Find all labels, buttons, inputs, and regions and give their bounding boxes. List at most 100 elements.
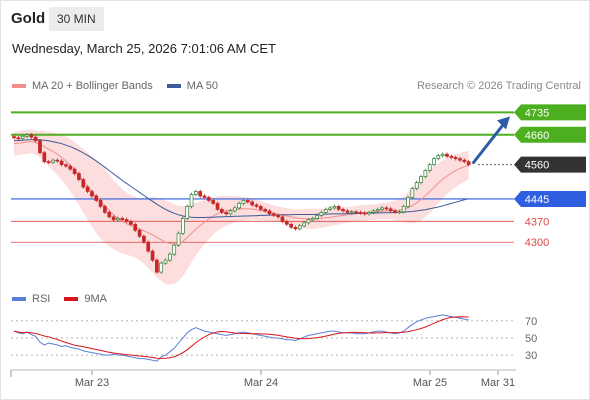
candle-body — [297, 225, 302, 230]
candle-body — [120, 217, 125, 220]
level-tag-4560 — [514, 156, 586, 173]
timestamp: Wednesday, March 25, 2026 7:01:06 AM CET — [12, 41, 276, 56]
instrument-title: Gold — [11, 10, 46, 27]
level-label-4445: 4445 — [525, 194, 549, 206]
candle-body — [462, 159, 467, 163]
candle-body — [406, 197, 410, 207]
level-label-4370: 4370 — [525, 216, 549, 228]
rsi-line — [13, 314, 469, 362]
ma50-line — [13, 139, 469, 218]
candle-body — [163, 259, 168, 264]
candle-body — [20, 135, 25, 139]
candle-body — [194, 191, 198, 195]
candle-body — [29, 134, 34, 138]
candle-body — [16, 137, 21, 140]
candle-body — [432, 158, 436, 165]
candle-body — [380, 207, 384, 210]
x-tick-label-mar-23: Mar 23 — [75, 377, 109, 389]
candle-body — [302, 222, 306, 227]
candle-body — [427, 164, 432, 171]
candle-body — [124, 219, 129, 222]
candle-body — [453, 157, 458, 160]
candle-body — [423, 170, 428, 177]
main-legend: MA 20 + Bollinger Bands MA 50 — [12, 80, 232, 92]
candle-body — [354, 211, 358, 214]
candle-body — [306, 219, 311, 224]
candle-body — [176, 232, 181, 246]
candle-body — [232, 207, 237, 212]
candle-body — [245, 200, 250, 203]
candle-body — [401, 206, 406, 213]
candle-body — [150, 250, 155, 261]
candle-body — [310, 217, 315, 221]
candle-body — [276, 215, 280, 218]
forecast-arrow-head — [497, 116, 510, 130]
candle-body — [133, 223, 138, 231]
timeframe-button[interactable]: 30 MIN — [49, 7, 104, 31]
candle-body — [414, 182, 419, 189]
candle-body — [466, 161, 471, 165]
candle-body — [367, 212, 371, 215]
candle-body — [237, 203, 242, 209]
candle-body — [168, 253, 172, 261]
candle-body — [85, 186, 90, 192]
candle-body — [51, 159, 55, 163]
candle-body — [254, 204, 259, 207]
candle-body — [323, 209, 328, 213]
candle-body — [388, 208, 393, 212]
candle-body — [103, 206, 107, 213]
candle-body — [111, 216, 116, 221]
candle-body — [284, 220, 289, 225]
candle-body — [189, 194, 194, 207]
candle-body — [198, 191, 203, 197]
rsi-tick-label-70: 70 — [525, 316, 537, 328]
rsi-legend: RSI 9MA — [12, 293, 121, 305]
candle-body — [341, 209, 345, 212]
candle-body — [107, 212, 112, 218]
candle-body — [267, 210, 272, 215]
rsi-legend-swatch — [12, 297, 26, 301]
candle-body — [98, 200, 103, 207]
candle-body — [362, 212, 367, 215]
level-tag-4660 — [514, 126, 586, 143]
ma20-line — [13, 140, 469, 245]
candle-body — [33, 136, 38, 142]
level-tag-4735 — [514, 104, 586, 121]
candle-body — [68, 165, 73, 170]
candle-body — [116, 217, 120, 221]
candle-body — [81, 179, 86, 188]
candle-body — [46, 161, 51, 164]
candle-body — [142, 235, 146, 243]
level-label-4735: 4735 — [525, 107, 549, 119]
rsi-tick-label-30: 30 — [525, 350, 537, 362]
x-tick-label-mar-31: Mar 31 — [481, 377, 515, 389]
candle-body — [55, 159, 60, 162]
candle-body — [129, 220, 133, 225]
candle-body — [280, 216, 285, 222]
research-credit: Research © 2026 Trading Central — [416, 80, 581, 92]
forecast-arrow-shaft — [471, 121, 507, 165]
candle-body — [224, 212, 229, 215]
candle-body — [137, 229, 142, 237]
candle-body — [458, 158, 462, 161]
candle-body — [263, 209, 267, 212]
candle-body — [449, 155, 454, 158]
candle-body — [436, 155, 441, 160]
candle-body — [289, 223, 293, 228]
candle-body — [393, 210, 397, 213]
candle-body — [315, 215, 319, 219]
candle-body — [349, 211, 354, 214]
candle-body — [328, 207, 332, 210]
candle-body — [250, 201, 254, 206]
rsi-legend-label: RSI — [32, 293, 51, 305]
candle-body — [146, 241, 151, 252]
candle-body — [211, 200, 216, 204]
candle-body — [445, 153, 449, 157]
candle-body — [185, 206, 190, 219]
candle-body — [397, 211, 402, 214]
level-label-4560: 4560 — [525, 160, 549, 172]
candle-body — [94, 195, 99, 201]
ma50-legend-label: MA 50 — [186, 80, 218, 92]
candle-body — [332, 206, 337, 209]
